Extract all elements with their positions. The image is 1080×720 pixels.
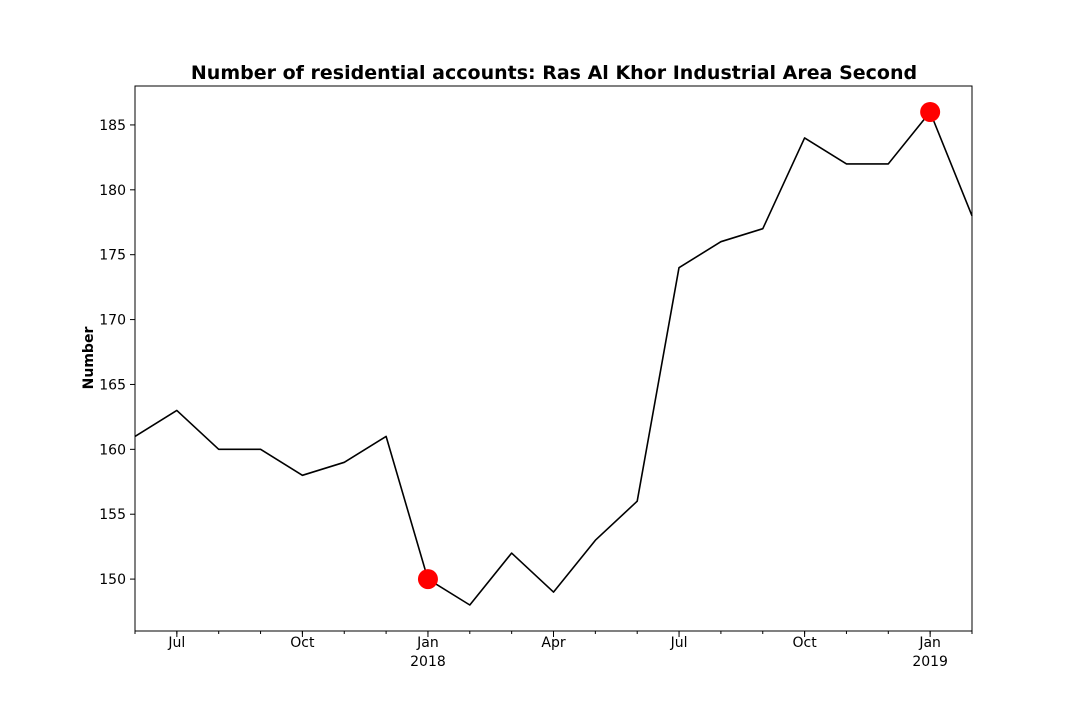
- x-tick-label-2018-10: Oct: [792, 635, 817, 651]
- x-tick-label-2017-07: Jul: [167, 635, 185, 651]
- y-tick-label-175: 175: [99, 248, 126, 264]
- y-tick-label-160: 160: [99, 442, 126, 458]
- chart-title: Number of residential accounts: Ras Al K…: [191, 62, 917, 84]
- x-tick-label-2019-01: Jan: [918, 635, 941, 651]
- x-tick-label-2018-07: Jul: [670, 635, 688, 651]
- series-line-0: [134, 111, 973, 606]
- x-tick-label-2017-10: Oct: [290, 635, 315, 651]
- y-tick-label-185: 185: [99, 118, 126, 134]
- y-tick-label-165: 165: [99, 377, 126, 393]
- x-tick-year-2019-01: 2019: [912, 654, 948, 670]
- x-tick-label-2018-04: Apr: [541, 635, 565, 651]
- y-axis-label: Number: [81, 327, 97, 390]
- axes-frame: [134, 85, 973, 632]
- x-tick-year-2018-01: 2018: [410, 654, 446, 670]
- highlight-point-2019-01: [920, 101, 941, 122]
- y-tick-label-180: 180: [99, 183, 126, 199]
- highlight-point-2018-01: [417, 569, 438, 590]
- x-tick-label-2018-01: Jan: [416, 635, 439, 651]
- y-tick-label-150: 150: [99, 572, 126, 588]
- y-tick-label-155: 155: [99, 507, 126, 523]
- plot-area: 150 155 160 165 170 175 180 185 Jul Oct Jan 2018 Apr…: [99, 85, 973, 670]
- y-tick-label-170: 170: [99, 313, 126, 329]
